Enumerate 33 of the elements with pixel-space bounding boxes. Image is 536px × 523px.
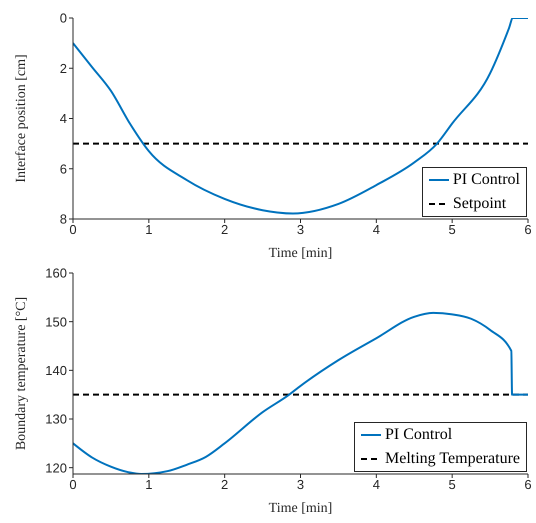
legend-label: PI Control <box>385 425 452 445</box>
y-tick-label: 150 <box>45 314 67 330</box>
y-tick-label: 4 <box>60 111 67 126</box>
y-tick-label: 140 <box>45 362 67 378</box>
x-tick-label: 4 <box>372 222 380 238</box>
x-tick-label: 5 <box>448 477 456 492</box>
x-tick-label: 2 <box>221 222 228 238</box>
y-tick-label: 120 <box>45 460 67 476</box>
line-series <box>73 18 528 214</box>
y-tick-label: 2 <box>60 60 67 76</box>
x-tick-label: 6 <box>524 477 532 492</box>
x-tick-label: 3 <box>296 222 304 238</box>
legend-label: Setpoint <box>452 194 506 214</box>
x-tick-label: 0 <box>69 477 77 492</box>
y-axis-title: Boundary temperature [°C] <box>14 296 29 450</box>
x-tick-label: 1 <box>145 222 152 238</box>
legend-label: PI Control <box>452 170 520 190</box>
x-axis-title: Time [min] <box>268 246 332 261</box>
y-tick-label: 0 <box>60 10 67 26</box>
y-tick-label: 8 <box>60 212 67 227</box>
y-tick-label: 6 <box>60 161 67 176</box>
y-tick-label: 130 <box>45 412 67 427</box>
x-tick-label: 6 <box>524 222 532 238</box>
x-tick-label: 3 <box>296 477 304 492</box>
x-tick-label: 4 <box>372 477 380 492</box>
x-tick-label: 5 <box>448 222 456 238</box>
x-tick-label: 1 <box>145 477 152 492</box>
y-axis-title: Interface position [cm] <box>14 54 29 183</box>
legend-label: Melting Temperature <box>385 449 520 469</box>
y-tick-label: 160 <box>45 266 67 281</box>
x-tick-label: 0 <box>69 222 77 238</box>
x-tick-label: 2 <box>221 477 228 492</box>
x-axis-title: Time [min] <box>268 501 332 516</box>
